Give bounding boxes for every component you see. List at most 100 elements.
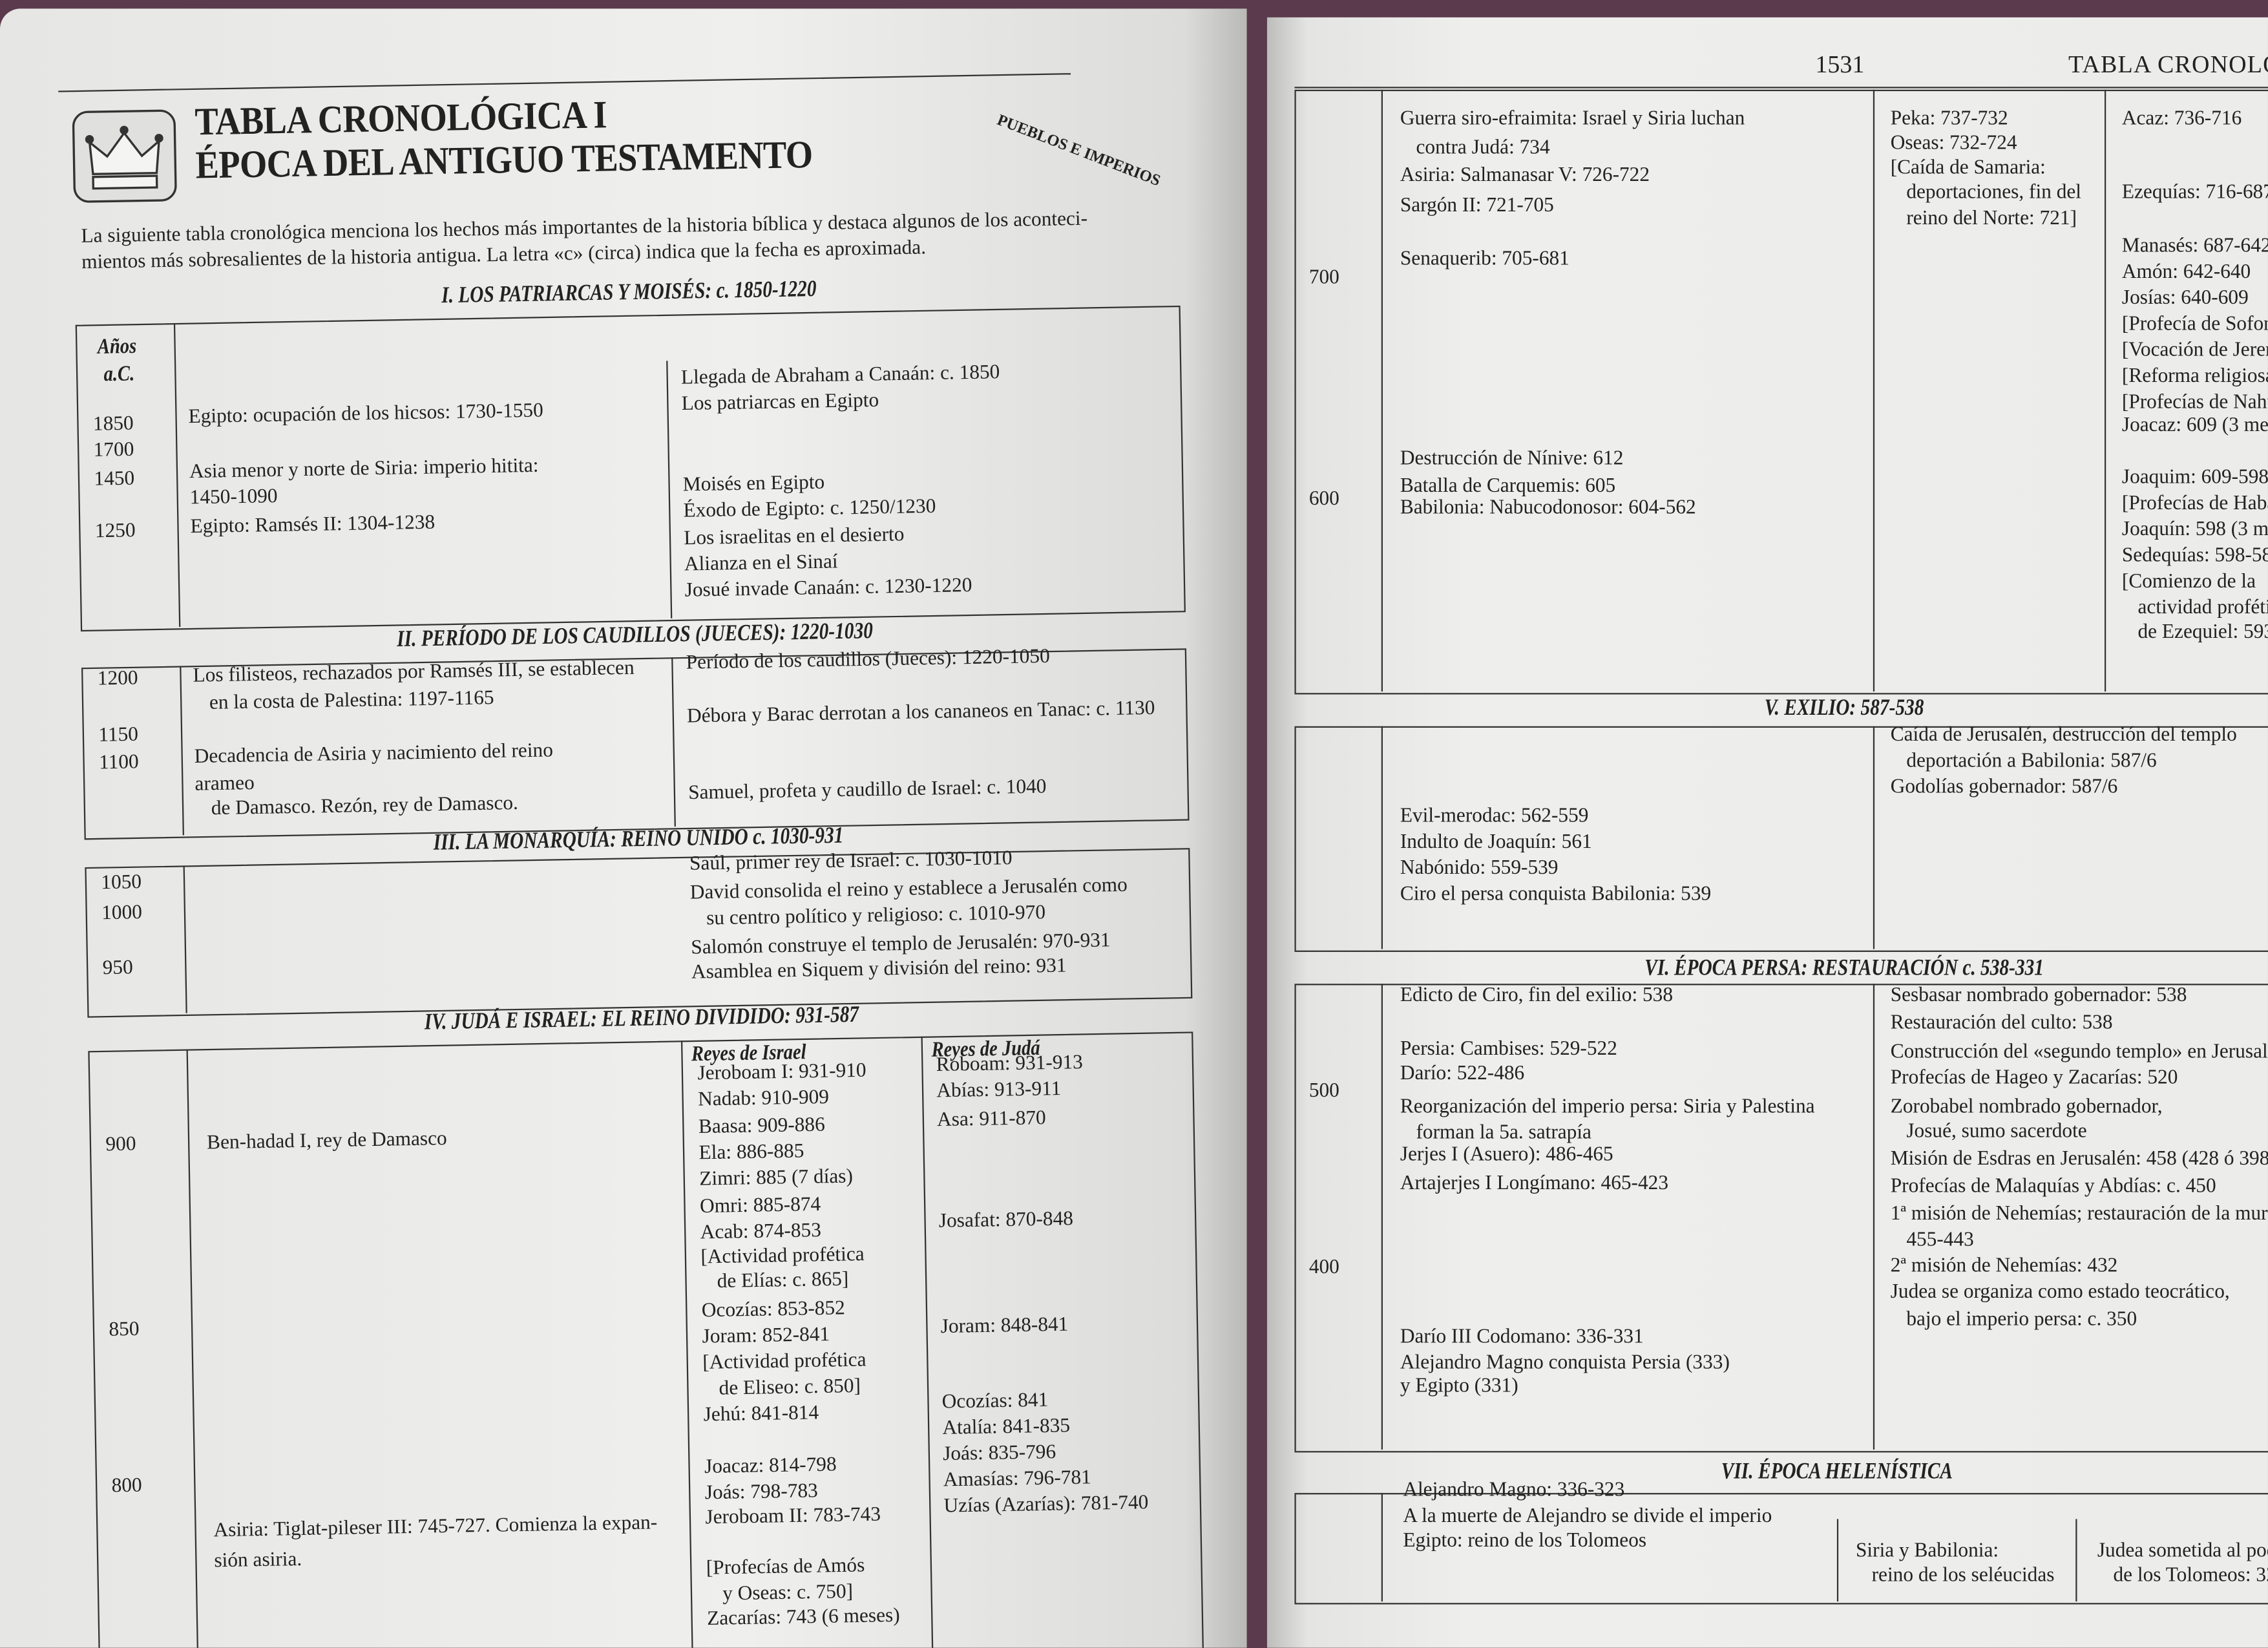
- world-event: y Egipto (331): [1400, 1375, 1518, 1398]
- israel-king: Joram: 852-841: [702, 1324, 830, 1349]
- world-event: Destrucción de Nínive: 612: [1400, 448, 1624, 470]
- juda-king: Abías: 913-911: [936, 1079, 1062, 1103]
- israel-event: 2ª misión de Nehemías: 432: [1890, 1256, 2118, 1278]
- year: 800: [111, 1475, 143, 1498]
- world-event: Asiria: Salmanasar V: 726-722: [1400, 165, 1650, 187]
- world-event: arameo: [194, 773, 255, 796]
- juda-king: Asa: 911-870: [936, 1108, 1047, 1132]
- israel-king: Nadab: 910-909: [697, 1087, 830, 1112]
- world-event: Sargón II: 721-705: [1400, 195, 1554, 217]
- year: 950: [102, 957, 134, 980]
- year: 1450: [94, 468, 135, 491]
- world-event: Babilonia: Nabucodonosor: 604-562: [1400, 498, 1696, 520]
- column-header: a.C.: [103, 363, 135, 387]
- world-event: Edicto de Ciro, fin del exilio: 538: [1400, 985, 1674, 1007]
- world-event: Indulto de Joaquín: 561: [1400, 832, 1592, 854]
- israel-event: deportación a Babilonia: 587/6: [1906, 750, 2157, 773]
- israel-king: Jehú: 841-814: [703, 1402, 819, 1427]
- world-event: Egipto: reino de los Tolomeos: [1403, 1530, 1647, 1552]
- year: 700: [1308, 268, 1339, 290]
- world-event: Batalla de Carquemis: 605: [1400, 476, 1616, 498]
- year: 1000: [101, 902, 143, 925]
- israel-event: bajo el imperio persa: c. 350: [1906, 1309, 2137, 1331]
- world-event: Egipto: Ramsés II: 1304-1238: [190, 512, 436, 539]
- column-header: Años: [97, 335, 137, 359]
- world-event: Reorganización del imperio persa: Siria …: [1400, 1096, 1815, 1119]
- juda-king: Josías: 640-609: [2121, 288, 2249, 310]
- juda-king: de Ezequiel: 593]: [2137, 622, 2268, 644]
- right-page-content: 1531 TABLA CRONOLÓGICA I 700 600 Guerra si…: [1267, 17, 2268, 1648]
- column-rule: [1381, 1493, 1383, 1602]
- year: 1050: [101, 872, 142, 895]
- world-event: Nabónido: 559-539: [1400, 858, 1559, 880]
- column-rule: [1836, 1519, 1839, 1602]
- table-box: [1294, 984, 2268, 1453]
- israel-event: Profecías de Malaquías y Abdías: c. 450: [1890, 1176, 2216, 1198]
- israel-king: y Oseas: c. 750]: [722, 1581, 854, 1606]
- left-page-content: TABLA CRONOLÓGICA I ÉPOCA DEL ANTIGUO TE…: [0, 8, 1247, 1648]
- israel-king: Jeroboam I: 931-910: [697, 1061, 866, 1086]
- year: 600: [1308, 489, 1339, 511]
- world-event: Evil-merodac: 562-559: [1400, 805, 1589, 828]
- juda-king: [Vocación de Jeremías: [2121, 340, 2268, 362]
- world-event: Persia: Cambises: 529-522: [1400, 1039, 1617, 1061]
- israel-event: Judea se organiza como estado teocrático…: [1890, 1282, 2230, 1304]
- juda-king: [Profecía de Sofonías: [2121, 313, 2268, 336]
- israel-king: Acab: 874-853: [700, 1220, 822, 1245]
- world-event: Senaquerib: 705-681: [1400, 249, 1570, 271]
- israel-event: Los patriarcas en Egipto: [681, 390, 879, 416]
- world-event: Jerjes I (Asuero): 486-465: [1400, 1144, 1613, 1167]
- world-event: Alejandro Magno conquista Persia (333): [1400, 1352, 1730, 1375]
- running-head: TABLA CRONOLÓGICA I: [2068, 50, 2268, 78]
- israel-king: [Actividad profética: [700, 1244, 865, 1269]
- juda-king: Roboam: 931-913: [936, 1052, 1084, 1077]
- world-event: sión asiria.: [214, 1549, 302, 1573]
- section-heading: VI. ÉPOCA PERSA: RESTAURACIÓN c. 538-331: [1644, 956, 2044, 981]
- israel-event: 455-443: [1906, 1229, 1974, 1252]
- column-rule: [1873, 89, 1875, 692]
- israel-event: Caída de Jerusalén, destrucción del temp…: [1890, 724, 2237, 747]
- israel-event: Construcción del «segundo templo» en Jer…: [1890, 1041, 2268, 1064]
- juda-king: Josafat: 870-848: [938, 1209, 1074, 1233]
- world-event: 1450-1090: [189, 486, 278, 510]
- israel-king: Joacaz: 814-798: [704, 1454, 837, 1479]
- israel-event: 1ª misión de Nehemías; restauración de l…: [1890, 1203, 2268, 1226]
- column-rule: [2105, 89, 2106, 692]
- israel-king: Omri: 885-874: [699, 1194, 821, 1219]
- juda-king: Manasés: 687-642: [2121, 235, 2268, 258]
- world-event: Guerra siro-efraimita: Israel y Siria lu…: [1400, 108, 1745, 131]
- tab-label: PUEBLOS E IMPERIOS: [994, 111, 1163, 191]
- column-rule: [1381, 984, 1383, 1450]
- juda-king: [Reforma religiosa: [2121, 366, 2268, 388]
- israel-king: Ela: 886-885: [698, 1141, 804, 1165]
- judea-event: Judea sometida al poder: [2097, 1541, 2268, 1563]
- israel-king: Zimri: 885 (7 días): [699, 1166, 854, 1191]
- israel-event: Moisés en Egipto: [682, 472, 825, 497]
- year: 1850: [92, 413, 134, 436]
- israel-event: Profecías de Hageo y Zacarías: 520: [1890, 1068, 2178, 1090]
- israel-king: de Elías: c. 865]: [717, 1269, 849, 1294]
- juda-king: Uzías (Azarías): 781-740: [943, 1492, 1149, 1518]
- juda-king: Joacaz: 609 (3 meses): [2121, 415, 2268, 438]
- israel-event: Éxodo de Egipto: c. 1250/1230: [683, 496, 936, 523]
- juda-king: Atalía: 841-835: [942, 1415, 1071, 1440]
- world-event: contra Judá: 734: [1416, 137, 1550, 160]
- juda-king: Joás: 835-796: [942, 1442, 1056, 1466]
- israel-king: Ocozías: 853-852: [701, 1298, 846, 1323]
- left-page: TABLA CRONOLÓGICA I ÉPOCA DEL ANTIGUO TE…: [0, 8, 1247, 1648]
- juda-king: Acaz: 736-716: [2121, 108, 2242, 131]
- juda-king: Ocozías: 841: [941, 1390, 1049, 1414]
- israel-king: Baasa: 909-886: [698, 1114, 826, 1139]
- table-box: [1294, 89, 2268, 695]
- year: 900: [105, 1134, 136, 1157]
- section-heading: I. LOS PATRIARCAS Y MOISÉS: c. 1850-1220: [441, 277, 817, 309]
- juda-king: [Profecías de Habacuc: [2121, 493, 2268, 515]
- juda-king: Joram: 848-841: [940, 1315, 1069, 1339]
- right-page: 1531 TABLA CRONOLÓGICA I 700 600 Guerra si…: [1266, 17, 2268, 1648]
- year: 1700: [93, 439, 134, 462]
- column-rule: [1381, 89, 1383, 692]
- israel-event: Zorobabel nombrado gobernador,: [1890, 1096, 2163, 1119]
- israel-event: Restauración del culto: 538: [1890, 1012, 2113, 1035]
